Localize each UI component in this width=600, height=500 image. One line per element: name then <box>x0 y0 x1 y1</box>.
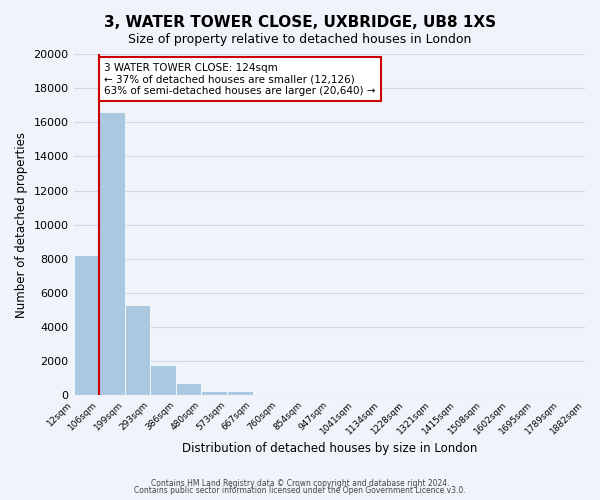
Y-axis label: Number of detached properties: Number of detached properties <box>15 132 28 318</box>
Text: Size of property relative to detached houses in London: Size of property relative to detached ho… <box>128 32 472 46</box>
X-axis label: Distribution of detached houses by size in London: Distribution of detached houses by size … <box>182 442 477 455</box>
Text: Contains public sector information licensed under the Open Government Licence v3: Contains public sector information licen… <box>134 486 466 495</box>
Bar <box>125 305 150 396</box>
Bar <box>99 112 125 396</box>
Bar <box>150 364 176 396</box>
Bar <box>227 390 253 396</box>
Bar <box>74 256 99 396</box>
Text: Contains HM Land Registry data © Crown copyright and database right 2024.: Contains HM Land Registry data © Crown c… <box>151 478 449 488</box>
Text: 3 WATER TOWER CLOSE: 124sqm
← 37% of detached houses are smaller (12,126)
63% of: 3 WATER TOWER CLOSE: 124sqm ← 37% of det… <box>104 62 376 96</box>
Text: 3, WATER TOWER CLOSE, UXBRIDGE, UB8 1XS: 3, WATER TOWER CLOSE, UXBRIDGE, UB8 1XS <box>104 15 496 30</box>
Bar <box>202 391 227 396</box>
Bar <box>176 382 202 396</box>
